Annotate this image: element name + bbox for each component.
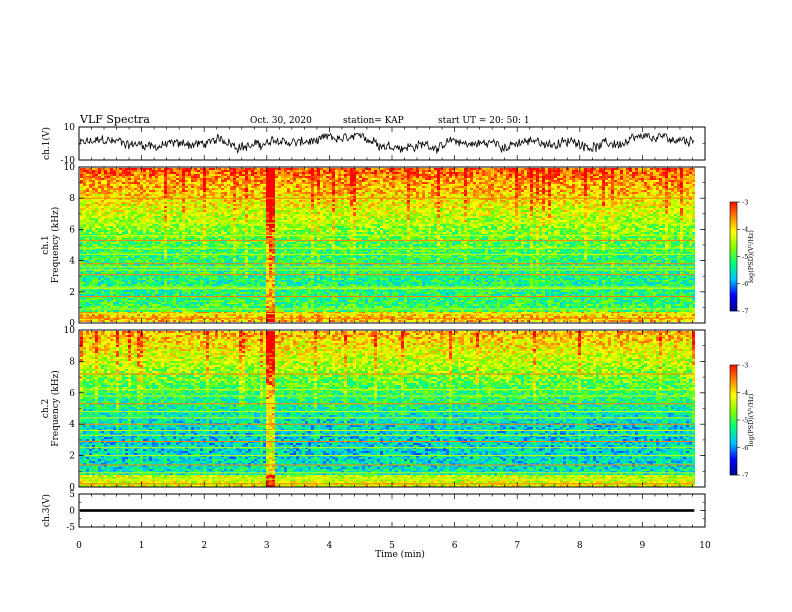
ch3-waveform-ylabel: ch.3(V) [41,494,52,527]
x-tick-1: 1 [139,541,145,551]
ch1-colorbar-tick-0: -3 [742,198,748,206]
ch1-colorbar-tick-4: -7 [742,307,748,315]
figure-title: VLF Spectra [79,113,150,126]
ch2-spectrogram-ytick-3: 6 [69,389,75,399]
ch1-waveform-ytick-0: 10 [64,123,76,133]
x-tick-9: 9 [640,541,646,551]
ch1-spectrogram-ytick-2: 4 [69,257,75,267]
ch1-spectrogram-ytick-4: 8 [69,194,75,204]
x-axis-label: Time (min) [375,549,425,560]
ch1-waveform-trace [80,134,694,154]
ch1-spectrogram-ytick-3: 6 [69,225,75,235]
start-time-label: start UT = 20: 50: 1 [438,116,530,126]
ch3-waveform-panel: 5 0 -5 ch.3(V) [41,490,705,533]
x-tick-7: 7 [514,541,520,551]
x-tick-2: 2 [201,541,207,551]
ch2-spectrogram-ytick-1: 2 [69,452,75,462]
vlf-spectra-figure: VLF Spectra Oct. 30, 2020 station= KAP s… [0,0,792,612]
ch2-colorbar-label: log(PSD)(V²/Hz) [747,393,755,446]
ch3-waveform-ytick-1: 0 [69,507,75,517]
ch1-colorbar-gradient [730,202,737,311]
station-label: station= KAP [343,116,404,126]
ch2-spectrogram-ytick-5: 10 [64,326,76,336]
ch1-spectrogram-ylabel: ch.1Frequency (kHz) [41,207,61,284]
x-tick-4: 4 [327,541,333,551]
ch2-colorbar-tick-4: -7 [742,471,748,479]
ch3-waveform-ytick-0: 5 [69,490,75,500]
ch1-waveform-ylabel: ch.1(V) [41,127,52,160]
date-label: Oct. 30, 2020 [250,116,312,126]
x-tick-3: 3 [264,541,270,551]
ch3-waveform-ytick-2: -5 [66,523,75,533]
ch1-spectrogram-cells [80,168,695,322]
ch2-spectrogram-cells [80,331,695,487]
ch2-spectrogram-ylabel: ch.2Frequency (kHz) [41,370,61,447]
x-tick-8: 8 [577,541,583,551]
ch1-spectrogram-ytick-1: 2 [69,288,75,298]
ch2-spectrogram-ytick-2: 4 [69,420,75,430]
ch1-spectrogram-ytick-5: 10 [64,163,76,173]
ch2-spectrogram-ytick-4: 8 [69,357,75,367]
x-tick-6: 6 [452,541,458,551]
ch2-colorbar-gradient [730,365,737,475]
x-tick-10: 10 [699,541,711,551]
ch2-colorbar-tick-0: -3 [742,361,748,369]
ch3-waveform-trace [80,509,694,512]
x-tick-0: 0 [76,541,82,551]
ch1-colorbar-label: log(PSD)(V²/Hz) [747,230,755,283]
